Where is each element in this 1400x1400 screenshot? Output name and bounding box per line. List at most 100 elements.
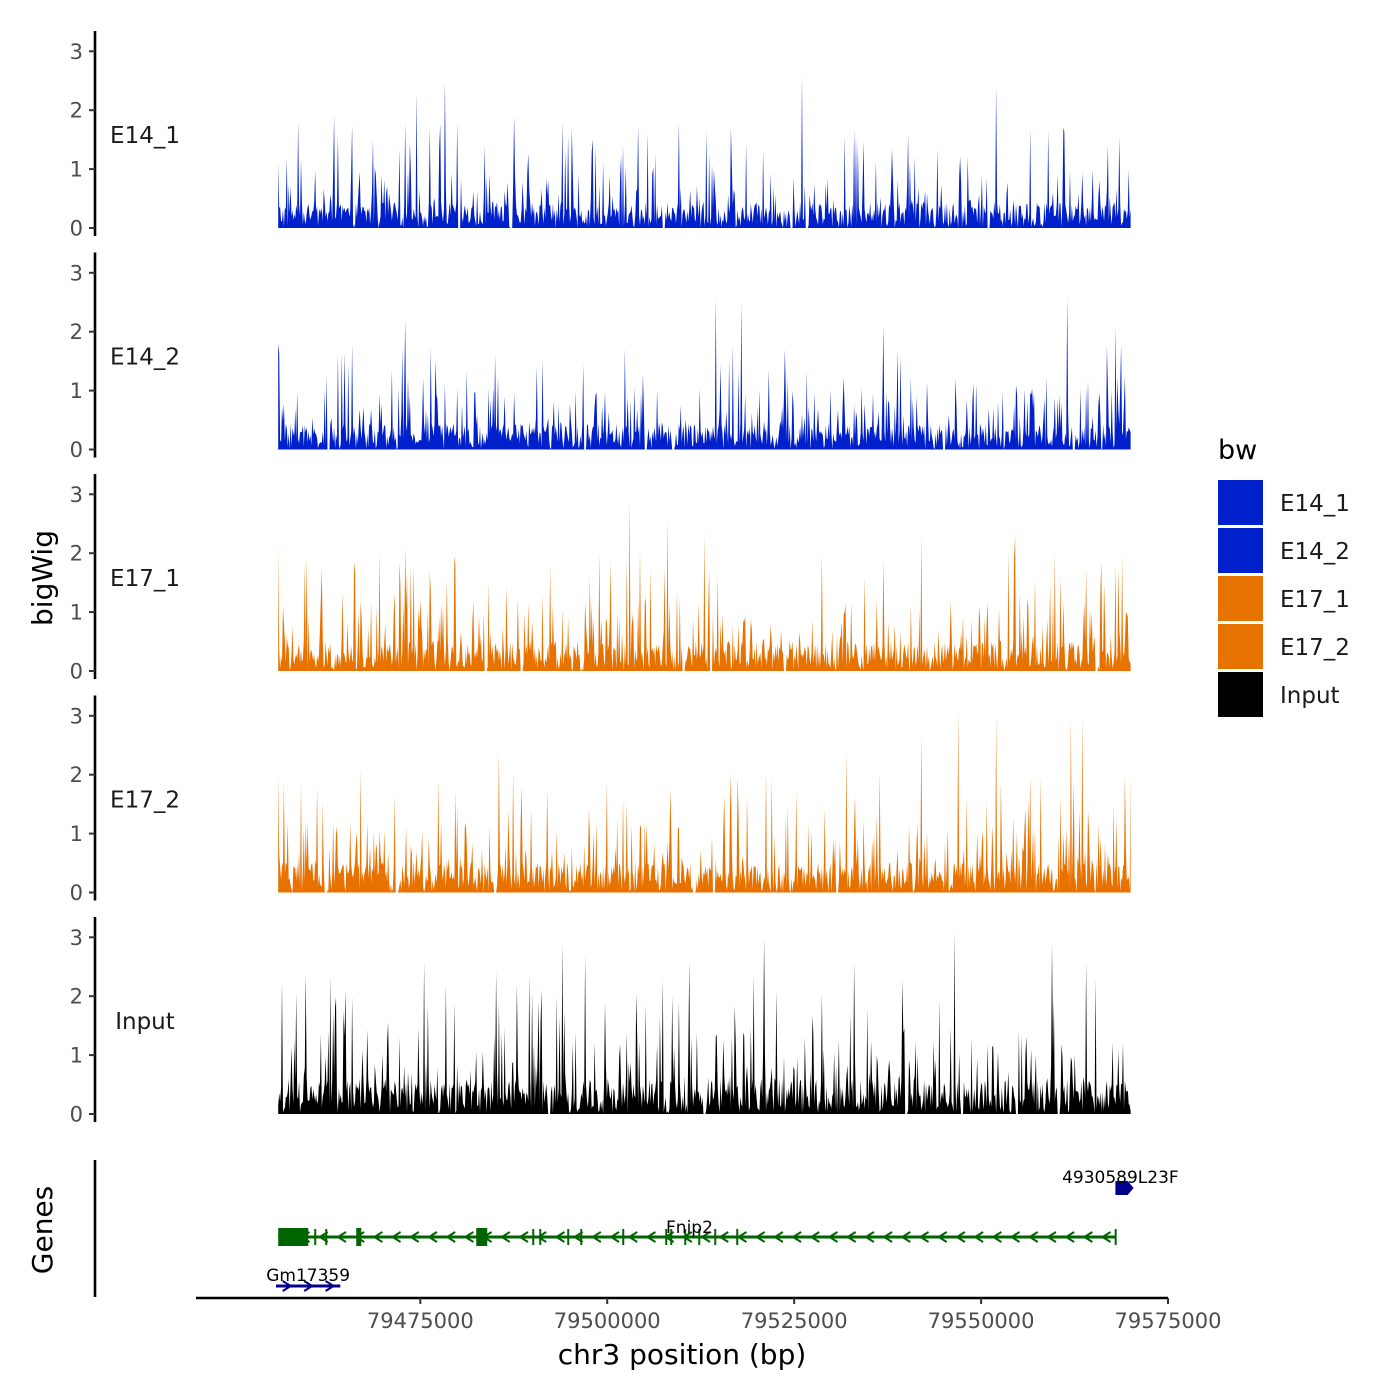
track-label-E17_2: E17_2 — [110, 788, 180, 814]
x-tick-label: 79525000 — [741, 1309, 848, 1333]
strand-arrow — [645, 1231, 656, 1243]
signal-area-Input — [278, 931, 1131, 1114]
x-axis: 79475000 79500000 79525000 79550000 79575000 — [196, 1296, 1221, 1333]
strand-arrow — [408, 1231, 420, 1243]
bigwig-panels: 0 1 2 3 E14_1 0 1 2 3 E14_2 0 1 2 3 E17_1 0 1 2 3 E17_2 0 1 2 3… — [70, 31, 1131, 1127]
legend: bw E14_1 E14_2 E17_1 E17_2 Input — [1218, 435, 1350, 717]
y-tick-label: 0 — [70, 1103, 83, 1127]
strand-arrow — [918, 1231, 930, 1243]
strand-arrow — [791, 1231, 802, 1243]
strand-arrow — [936, 1231, 948, 1243]
panel-E14_1: 0 1 2 3 E14_1 — [70, 31, 1131, 241]
exon — [278, 1228, 309, 1246]
legend-label-E14_1: E14_1 — [1280, 491, 1350, 517]
strand-arrow — [1100, 1231, 1112, 1243]
strand-arrow — [518, 1231, 529, 1243]
strand-arrow — [845, 1231, 857, 1243]
y-tick-label: 1 — [70, 379, 83, 403]
panel-E14_2: 0 1 2 3 E14_2 — [70, 252, 1131, 462]
strand-arrow — [336, 1231, 347, 1243]
strand-arrow — [955, 1231, 966, 1243]
gene-Fnip2: Fnip2 — [278, 1218, 1117, 1246]
y-tick-label: 2 — [70, 763, 83, 787]
y-axis-title: bigWig — [26, 530, 59, 626]
gene-label-Fnip2: Fnip2 — [666, 1218, 713, 1238]
strand-arrow — [303, 1280, 315, 1292]
y-tick-label: 3 — [70, 926, 83, 950]
y-tick-label: 3 — [70, 483, 83, 507]
strand-arrow — [754, 1231, 766, 1243]
y-tick-label: 3 — [70, 704, 83, 728]
gene-Gm17359: Gm17359 — [266, 1266, 350, 1292]
legend-key-E14_1 — [1218, 480, 1263, 525]
y-tick-label: 2 — [70, 542, 83, 566]
strand-arrow — [282, 1280, 293, 1292]
track-label-E14_1: E14_1 — [110, 123, 180, 149]
legend-title: bw — [1218, 435, 1257, 466]
x-tick-label: 79500000 — [554, 1309, 661, 1333]
legend-label-E17_1: E17_1 — [1280, 587, 1350, 613]
exon — [356, 1228, 362, 1246]
strand-arrow — [427, 1231, 438, 1243]
strand-arrow — [700, 1231, 711, 1243]
strand-arrow — [390, 1231, 402, 1243]
legend-key-E17_2 — [1218, 624, 1263, 669]
legend-label-Input: Input — [1280, 683, 1340, 709]
y-tick-label: 0 — [70, 660, 83, 684]
x-tick-label: 79475000 — [367, 1309, 474, 1333]
panel-E17_2: 0 1 2 3 E17_2 — [70, 695, 1131, 905]
legend-key-E14_2 — [1218, 528, 1263, 573]
x-axis-title: chr3 position (bp) — [558, 1338, 807, 1371]
legend-label-E17_2: E17_2 — [1280, 635, 1350, 661]
y-tick-label: 2 — [70, 99, 83, 123]
gene-label-Gm17359: Gm17359 — [266, 1266, 350, 1286]
signal-area-E17_2 — [278, 709, 1131, 893]
y-tick-label: 0 — [70, 881, 83, 905]
strand-arrow — [445, 1231, 456, 1243]
y-tick-label: 2 — [70, 985, 83, 1009]
legend-key-E17_1 — [1218, 576, 1263, 621]
strand-arrow — [627, 1231, 638, 1243]
strand-arrow — [609, 1231, 620, 1243]
strand-arrow — [572, 1231, 584, 1243]
exon — [476, 1228, 488, 1246]
y-tick-label: 1 — [70, 158, 83, 182]
signal-area-E14_1 — [278, 74, 1131, 229]
y-tick-label: 1 — [70, 1044, 83, 1068]
signal-area-E14_2 — [278, 296, 1131, 450]
strand-arrow — [1082, 1231, 1093, 1243]
strand-arrow — [973, 1231, 984, 1243]
strand-arrow — [325, 1280, 336, 1292]
gene-4930589L23Rik: 4930589L23F — [1062, 1168, 1179, 1195]
strand-arrow — [499, 1231, 511, 1243]
panel-Input: 0 1 2 3 Input — [70, 917, 1131, 1127]
strand-arrow — [1027, 1231, 1039, 1243]
strand-arrow — [463, 1231, 474, 1243]
panel-E17_1: 0 1 2 3 E17_1 — [70, 474, 1131, 684]
y-tick-label: 3 — [70, 261, 83, 285]
strand-arrow — [590, 1231, 602, 1243]
strand-arrow — [317, 1231, 329, 1243]
strand-arrow — [900, 1231, 911, 1243]
legend-key-Input — [1218, 672, 1263, 717]
y-tick-label: 0 — [70, 217, 83, 241]
strand-arrow — [827, 1231, 839, 1243]
strand-arrow — [372, 1231, 383, 1243]
y-tick-label: 2 — [70, 320, 83, 344]
strand-arrow — [1046, 1231, 1057, 1243]
strand-arrow — [681, 1231, 693, 1243]
track-label-E14_2: E14_2 — [110, 345, 180, 371]
strand-arrow — [536, 1231, 547, 1243]
y-tick-label: 1 — [70, 822, 83, 846]
strand-arrow — [772, 1231, 784, 1243]
strand-arrow — [736, 1231, 747, 1243]
x-tick-label: 79550000 — [928, 1309, 1035, 1333]
strand-arrow — [718, 1231, 729, 1243]
track-label-Input: Input — [115, 1009, 175, 1035]
track-label-E17_1: E17_1 — [110, 566, 180, 592]
y-tick-label: 0 — [70, 438, 83, 462]
gene-label-4930589L23Rik: 4930589L23F — [1062, 1168, 1179, 1188]
strand-arrow — [1064, 1231, 1075, 1243]
gene-track: 4930589L23F Fnip2 Gm17359 — [93, 1160, 1179, 1297]
strand-arrow — [554, 1231, 565, 1243]
